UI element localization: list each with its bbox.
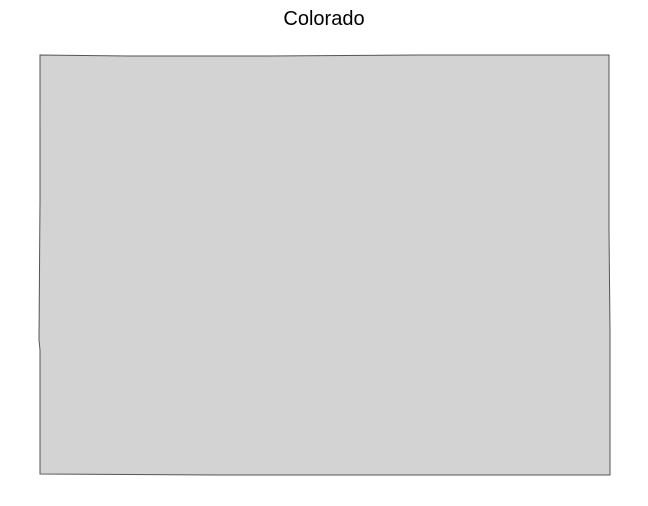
map-title: Colorado: [283, 8, 365, 30]
colorado-state-shape[interactable]: [38, 54, 611, 476]
